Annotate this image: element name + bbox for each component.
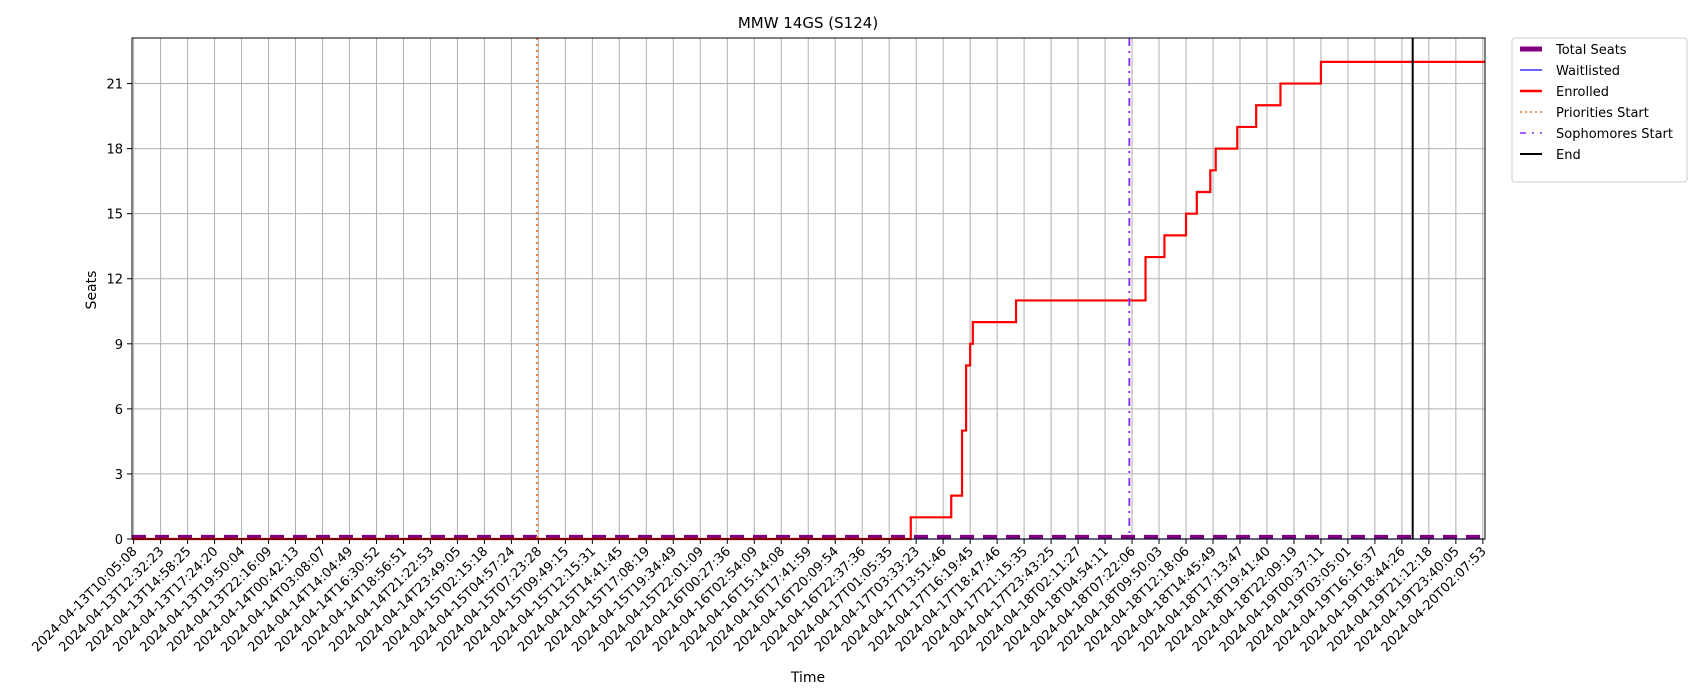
y-tick-label: 0 bbox=[115, 533, 123, 548]
vline-layer bbox=[536, 38, 1414, 539]
legend-label: Sophomores Start bbox=[1556, 127, 1673, 142]
x-axis: 2024-04-13T10:05:082024-04-13T12:32:2320… bbox=[30, 539, 1490, 655]
y-tick-label: 9 bbox=[115, 338, 123, 353]
legend: Total Seats Waitlisted Enrolled Priorities … bbox=[1511, 37, 1688, 183]
chart-title: MMW 14GS (S124) bbox=[738, 14, 878, 32]
y-tick-label: 15 bbox=[106, 208, 123, 223]
legend-label: Enrolled bbox=[1556, 85, 1609, 100]
grid bbox=[132, 38, 1485, 540]
legend-box bbox=[1511, 37, 1688, 183]
series-line-enrolled bbox=[132, 60, 1485, 541]
legend-label: End bbox=[1556, 148, 1581, 163]
x-axis-label: Time bbox=[790, 670, 825, 686]
y-tick-label: 6 bbox=[115, 403, 123, 418]
y-axis: 0 3 6 9 12 15 18 21 bbox=[106, 78, 132, 548]
y-tick-label: 12 bbox=[106, 273, 123, 288]
y-tick-label: 3 bbox=[115, 468, 123, 483]
y-tick-label: 21 bbox=[106, 78, 123, 93]
y-axis-label: Seats bbox=[84, 271, 100, 310]
legend-label: Total Seats bbox=[1555, 43, 1627, 58]
y-tick-label: 18 bbox=[106, 143, 123, 158]
legend-label: Waitlisted bbox=[1556, 64, 1620, 79]
legend-label: Priorities Start bbox=[1556, 106, 1649, 121]
